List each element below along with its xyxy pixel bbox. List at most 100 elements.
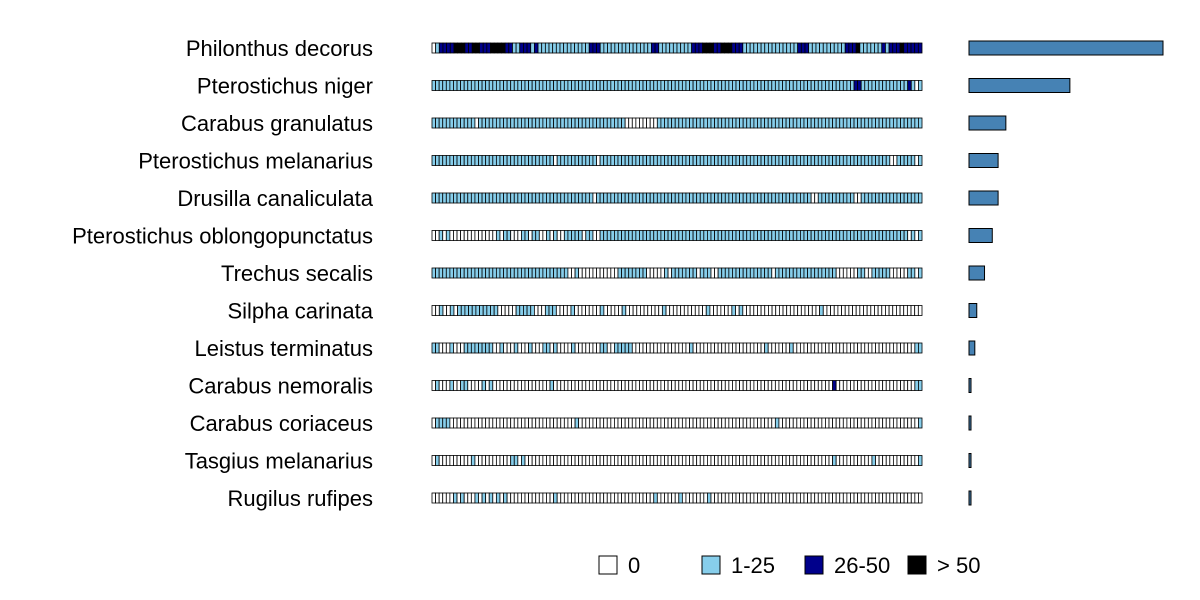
strip-cell [625,381,629,391]
strip-cell [861,193,865,203]
strip-cell [647,118,651,128]
strip-cell [790,231,794,241]
strip-cell [800,81,804,91]
strip-cell [797,156,801,166]
strip-cell [918,418,922,428]
strip-cell [847,343,851,353]
strip-cell [457,418,461,428]
strip-cell [876,381,880,391]
strip-cell [675,231,679,241]
strip-cell [546,493,550,503]
strip-cell [861,381,865,391]
strip-cell [746,43,750,53]
strip-cell [772,493,776,503]
strip-cell [571,456,575,466]
strip-cell [589,343,593,353]
strip-cell [554,81,558,91]
strip-cell [486,231,490,241]
strip-cell [604,343,608,353]
strip-cell [861,418,865,428]
strip-cell [471,343,475,353]
strip-cell [811,81,815,91]
strip-cell [586,193,590,203]
strip-cell [833,493,837,503]
strip-cell [911,343,915,353]
strip-cell [911,456,915,466]
strip-cell [768,193,772,203]
strip-cell [879,156,883,166]
strip-cell [520,43,524,53]
strip-cell [489,81,493,91]
strip-cell [860,43,864,53]
strip-cell [514,493,518,503]
strip-cell [618,43,622,53]
strip-cell [518,493,522,503]
strip-cell [432,381,436,391]
strip-cell [815,343,819,353]
strip-cell [439,193,443,203]
strip-cell [600,493,604,503]
strip-cell [861,268,865,278]
strip-cell [453,381,457,391]
strip-cell [825,418,829,428]
strip-cell [500,456,504,466]
strip-cell [754,118,758,128]
strip-cell [686,418,690,428]
strip-cell [468,231,472,241]
strip-cell [556,43,560,53]
strip-cell [836,493,840,503]
strip-cell [614,493,618,503]
strip-cell [644,43,648,53]
strip-cell [890,418,894,428]
strip-cell [722,343,726,353]
strip-cell [904,156,908,166]
strip-cell [693,456,697,466]
strip-cell [560,306,564,316]
strip-cell [818,418,822,428]
strip-cell [661,118,665,128]
strip-cell [811,193,815,203]
strip-cell [578,306,582,316]
strip-cell [811,268,815,278]
strip-cell [439,343,443,353]
strip-cell [740,381,744,391]
strip-cell [822,343,826,353]
strip-cell [682,118,686,128]
strip-cell [918,381,922,391]
strip-cell [901,268,905,278]
total-bar-carabus-granulatus [969,116,1006,130]
strip-cell [750,81,754,91]
total-bar-carabus-coriaceus [969,416,971,430]
strip-cell [901,381,905,391]
strip-cell [732,268,736,278]
strip-cell [564,231,568,241]
strip-cell [714,43,718,53]
strip-cell [493,456,497,466]
strip-cell [815,456,819,466]
strip-cell [655,43,659,53]
strip-cell [500,231,504,241]
strip-cell [457,381,461,391]
strip-cell [571,156,575,166]
strip-cell [457,118,461,128]
strip-cell [471,193,475,203]
strip-cell [693,381,697,391]
strip-cell [611,156,615,166]
strip-cell [911,231,915,241]
strip-cell [493,81,497,91]
strip-cell [811,381,815,391]
strip-cell [672,193,676,203]
strip-cell [836,231,840,241]
strip-cell [829,343,833,353]
strip-cell [783,418,787,428]
strip-cell [825,493,829,503]
strip-cell [511,156,515,166]
strip-cell [872,418,876,428]
strip-cell [690,381,694,391]
strip-cell [904,193,908,203]
strip-cell [443,493,447,503]
strip-cell [682,456,686,466]
strip-cell [525,231,529,241]
strip-cell [918,193,922,203]
strip-cell [453,456,457,466]
